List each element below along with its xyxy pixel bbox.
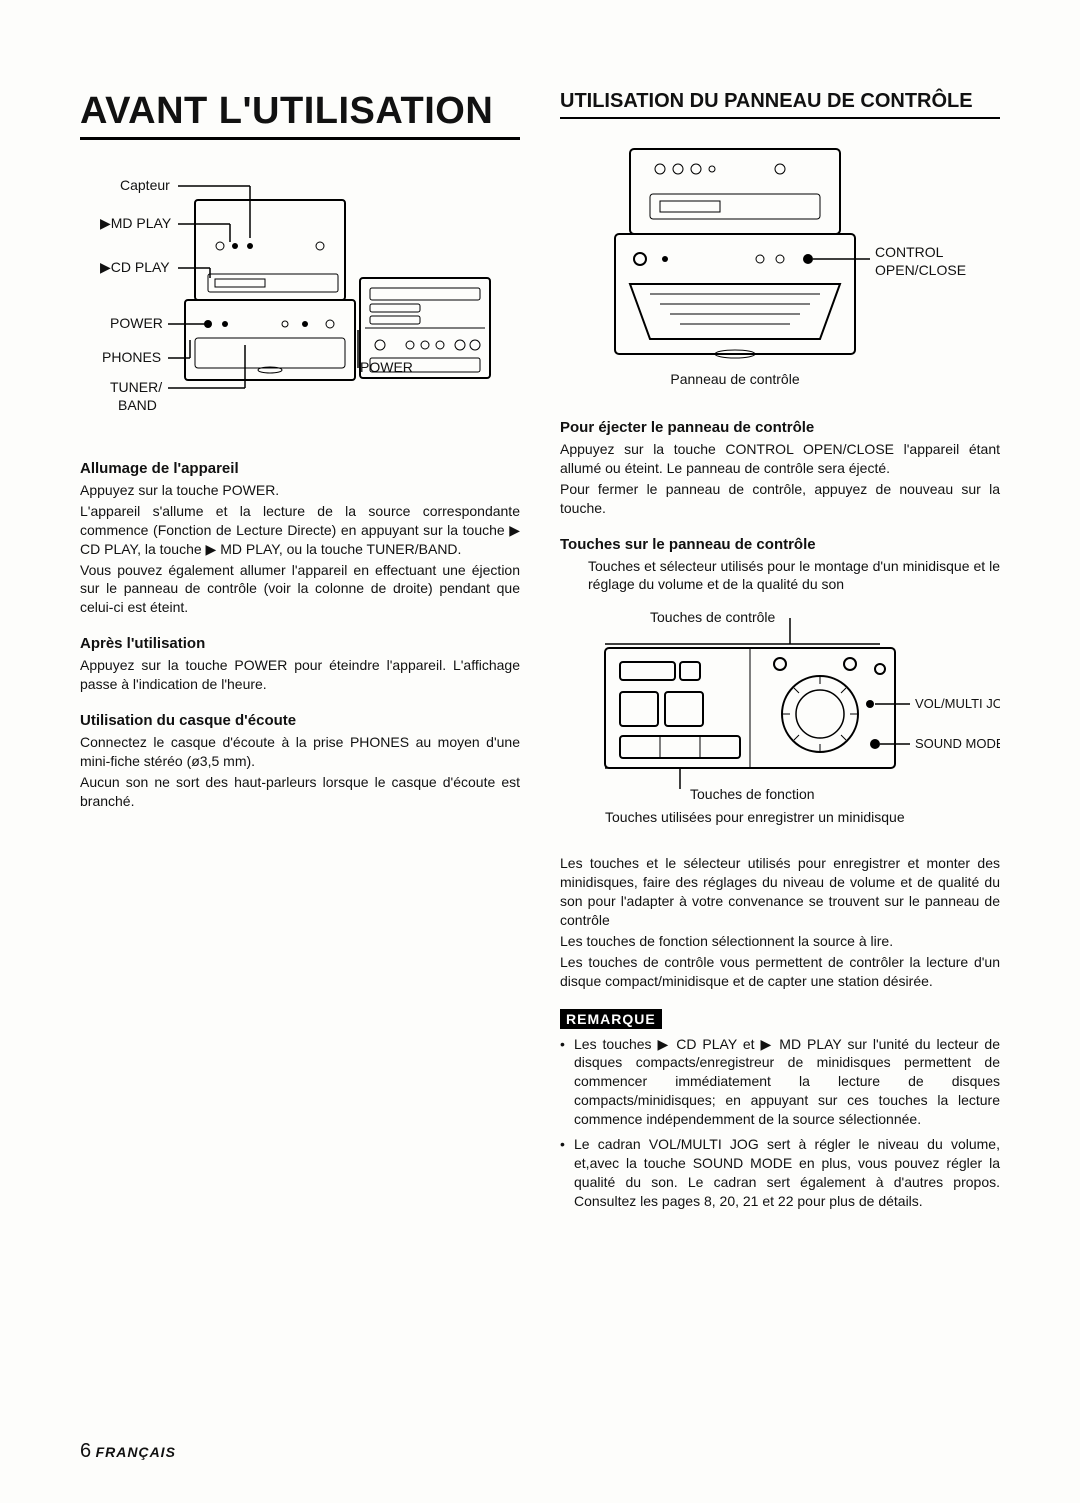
label-cdplay: ▶CD PLAY (100, 259, 170, 275)
page-number: 6 (80, 1440, 91, 1462)
label-power2: POWER (360, 359, 413, 375)
heading-apres: Après l'utilisation (80, 635, 520, 652)
label-control: CONTROL (875, 244, 944, 260)
label-vol-jog: VOL/MULTI JOG (915, 696, 1000, 711)
device-diagram: Capteur ▶MD PLAY ▶CD PLAY POWER PHONES T… (80, 170, 520, 440)
sub-title: UTILISATION DU PANNEAU DE CONTRÔLE (560, 90, 1000, 119)
para-l1: Appuyez sur la touche POWER. (80, 481, 520, 500)
label-capteur: Capteur (120, 177, 170, 193)
para-l6: Aucun son ne sort des haut-parleurs lors… (80, 773, 520, 811)
para-r2: Pour fermer le panneau de contrôle, appu… (560, 480, 1000, 518)
label-mdplay: ▶MD PLAY (100, 215, 172, 231)
label-open-close: OPEN/CLOSE (875, 262, 966, 278)
label-power: POWER (110, 315, 163, 331)
control-panel-diagram: CONTROL OPEN/CLOSE Panneau de contrôle (560, 139, 1000, 399)
para-l4: Appuyez sur la touche POWER pour éteindr… (80, 656, 520, 694)
caption-panel: Panneau de contrôle (670, 371, 799, 387)
heading-casque: Utilisation du casque d'écoute (80, 712, 520, 729)
label-sound-mode: SOUND MODE (915, 736, 1000, 751)
label-touches-controle: Touches de contrôle (650, 609, 776, 625)
page-footer: 6 FRANÇAIS (80, 1440, 176, 1463)
para-l2: L'appareil s'allume et la lecture de la … (80, 502, 520, 559)
label-touches-fonction: Touches de fonction (690, 786, 815, 802)
para-r6: Les touches de contrôle vous permettent … (560, 953, 1000, 991)
remarque-list: Les touches ▶ CD PLAY et ▶ MD PLAY sur l… (560, 1035, 1000, 1211)
para-r4: Les touches et le sélecteur utilisés pou… (560, 854, 1000, 930)
main-title: AVANT L'UTILISATION (80, 90, 520, 140)
bullet-2: Le cadran VOL/MULTI JOG sert à régler le… (560, 1135, 1000, 1211)
label-tuner: TUNER/ (110, 379, 162, 395)
label-band: BAND (118, 397, 157, 413)
heading-eject: Pour éjecter le panneau de contrôle (560, 419, 1000, 436)
control-buttons-diagram: Touches de contrôle (580, 604, 1000, 834)
label-phones: PHONES (102, 349, 161, 365)
caption-touches: Touches utilisées pour enregistrer un mi… (605, 809, 905, 825)
para-l5: Connectez le casque d'écoute à la prise … (80, 733, 520, 771)
heading-allumage: Allumage de l'appareil (80, 460, 520, 477)
left-column: AVANT L'UTILISATION Capteur ▶MD PLAY ▶CD… (80, 90, 520, 1217)
right-column: UTILISATION DU PANNEAU DE CONTRÔLE (560, 90, 1000, 1217)
page-content: AVANT L'UTILISATION Capteur ▶MD PLAY ▶CD… (80, 90, 1010, 1217)
para-r5: Les touches de fonction sélectionnent la… (560, 932, 1000, 951)
bullet-1: Les touches ▶ CD PLAY et ▶ MD PLAY sur l… (560, 1035, 1000, 1129)
para-r3: Touches et sélecteur utilisés pour le mo… (588, 557, 1000, 595)
remarque-label: REMARQUE (560, 1009, 662, 1029)
para-r1: Appuyez sur la touche CONTROL OPEN/CLOSE… (560, 440, 1000, 478)
para-l3: Vous pouvez également allumer l'appareil… (80, 561, 520, 618)
heading-touches: Touches sur le panneau de contrôle (560, 536, 1000, 553)
footer-lang: FRANÇAIS (96, 1444, 176, 1460)
